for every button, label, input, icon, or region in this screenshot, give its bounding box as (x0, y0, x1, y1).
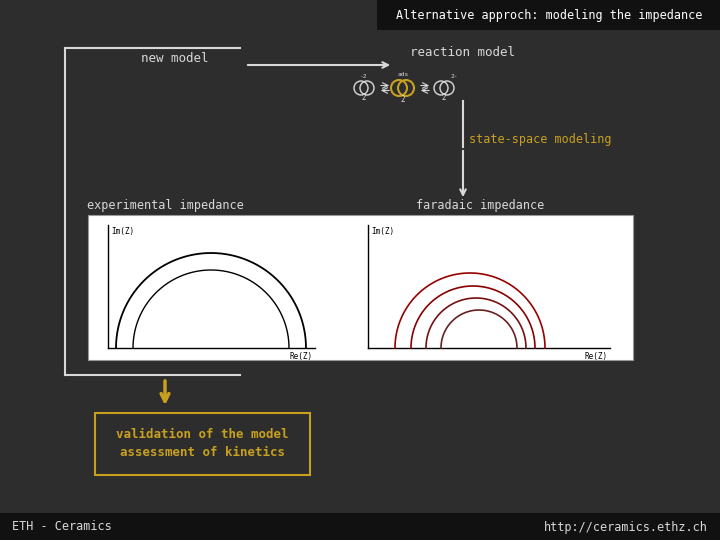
Text: reaction model: reaction model (410, 45, 516, 58)
Text: faradaic impedance: faradaic impedance (416, 199, 544, 212)
Text: validation of the model
assessment of kinetics: validation of the model assessment of ki… (116, 429, 288, 460)
Text: Re(Z): Re(Z) (290, 352, 313, 361)
Text: 2: 2 (441, 93, 446, 103)
Text: new model: new model (141, 51, 209, 64)
Text: ads: ads (397, 72, 409, 78)
Text: Im(Z): Im(Z) (111, 227, 134, 236)
Text: Re(Z): Re(Z) (585, 352, 608, 361)
Text: experimental impedance: experimental impedance (86, 199, 243, 212)
Bar (0, 513, 720, 540)
Text: http://ceramics.ethz.ch: http://ceramics.ethz.ch (544, 521, 708, 534)
Text: Im(Z): Im(Z) (371, 227, 394, 236)
Bar (377, 0, 720, 30)
Bar (88, 215, 633, 360)
Text: 2: 2 (401, 96, 405, 105)
Text: state-space modeling: state-space modeling (469, 133, 611, 146)
Text: -2: -2 (360, 75, 368, 79)
Text: 2: 2 (361, 93, 366, 103)
Text: 2-: 2- (450, 75, 458, 79)
Bar (95, 413, 310, 475)
Text: ETH - Ceramics: ETH - Ceramics (12, 521, 112, 534)
Text: Alternative approch: modeling the impedance: Alternative approch: modeling the impeda… (396, 9, 702, 22)
